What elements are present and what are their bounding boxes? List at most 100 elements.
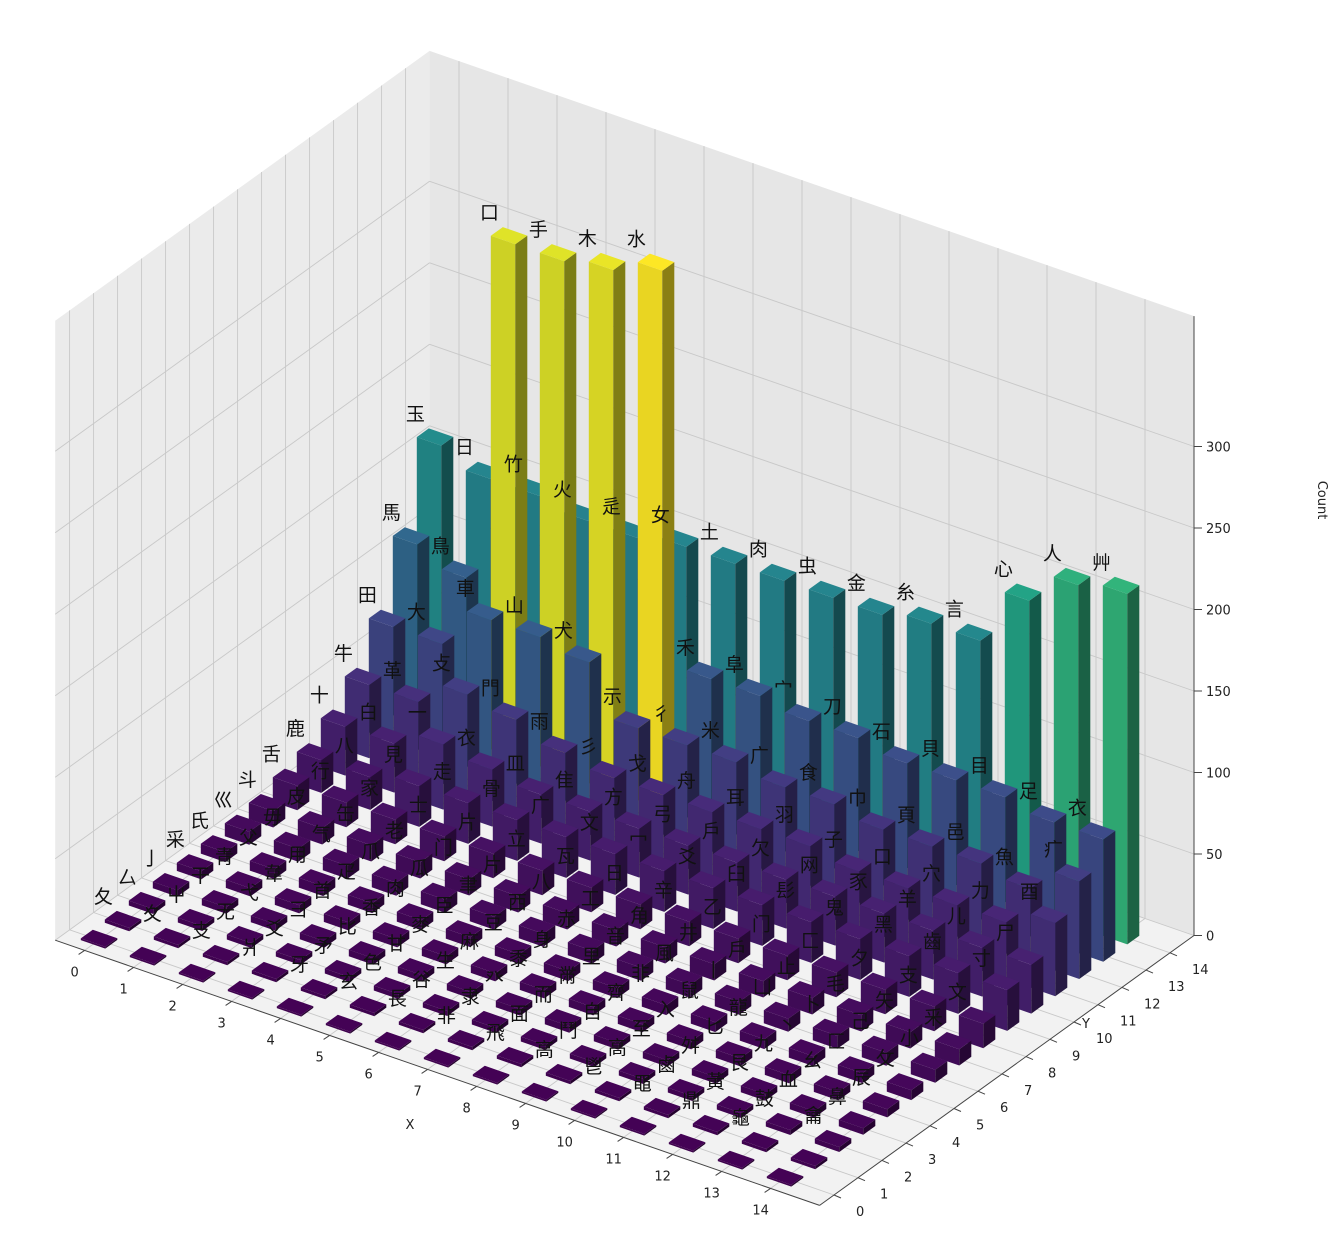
- bar-label: 疋: [337, 861, 356, 883]
- bar-label: 一: [408, 702, 427, 724]
- bar-top-face: [442, 677, 480, 695]
- bar: [226, 925, 264, 948]
- bar: [717, 1150, 755, 1170]
- bar-top-face: [495, 992, 533, 1010]
- bar-top-face: [759, 563, 797, 581]
- bar-top-face: [688, 871, 726, 889]
- bar-top-face: [637, 253, 675, 271]
- bar-front-face: [616, 959, 642, 981]
- bar: [298, 869, 336, 897]
- y-axis-label: Y: [1081, 1017, 1090, 1032]
- bar-top-face: [908, 913, 946, 931]
- bar-top-face: [153, 927, 191, 945]
- bar-label: 弋: [240, 882, 259, 904]
- bar-side-face: [689, 913, 702, 947]
- bar-front-face: [569, 1053, 595, 1067]
- bar-label: 赤: [557, 909, 576, 931]
- bar-side-face: [765, 1085, 778, 1101]
- bar-label: 鼻: [828, 1086, 847, 1108]
- bar-top-face: [814, 1129, 852, 1148]
- bar-label: 舛: [681, 1035, 700, 1057]
- bar-front-face: [152, 881, 178, 897]
- bar-label: 心: [994, 559, 1013, 581]
- bar-label: 身: [533, 929, 552, 951]
- bar-label: 无: [216, 901, 235, 923]
- bar: [668, 1133, 706, 1153]
- bar-side-face: [1055, 914, 1068, 997]
- bar-side-face: [301, 1006, 314, 1017]
- bar-top-face: [516, 777, 554, 795]
- bar: [692, 1114, 730, 1136]
- bar-top-face: [297, 811, 335, 829]
- bar: [346, 828, 384, 862]
- bar-side-face: [276, 970, 289, 983]
- bar-label: 黽: [633, 1073, 652, 1095]
- bar-front-face: [347, 894, 373, 914]
- bar-side-face: [251, 934, 264, 948]
- bar: [472, 1065, 510, 1085]
- bar-label: 辛: [654, 880, 673, 902]
- bar: [521, 1082, 559, 1102]
- bar: [299, 924, 337, 948]
- bar-front-face: [542, 904, 568, 930]
- bar-top-face: [515, 620, 553, 638]
- bar-top-face: [443, 786, 481, 804]
- y-tick-mark: [1001, 1073, 1010, 1078]
- bar: [544, 1009, 582, 1033]
- bar-front-face: [716, 1104, 742, 1118]
- bar-side-face: [470, 928, 483, 948]
- bar-side-face: [861, 1006, 874, 1032]
- z-tick-label: 150: [1206, 685, 1231, 700]
- bar-top-face: [470, 956, 508, 974]
- bar-top-face: [540, 735, 578, 753]
- bar-front-face: [300, 987, 326, 1000]
- bar-top-face: [764, 1058, 802, 1076]
- bar-label: 匚: [801, 931, 820, 953]
- bar-side-face: [1103, 830, 1116, 962]
- bar-label: 冖: [629, 829, 648, 851]
- bar-top-face: [419, 819, 457, 837]
- bar-label: 金: [847, 573, 866, 595]
- bar-side-face: [613, 261, 626, 792]
- bar: [689, 947, 727, 981]
- bar: [716, 1095, 754, 1118]
- bar: [420, 882, 458, 913]
- bar-top-face: [472, 1065, 510, 1083]
- bar: [741, 1131, 779, 1153]
- bar-side-face: [396, 874, 409, 896]
- bar: [495, 992, 533, 1016]
- bar-top-face: [545, 1063, 583, 1081]
- bar-label: 戈: [628, 753, 647, 775]
- bar-top-face: [859, 896, 897, 914]
- bar-front-face: [692, 1123, 718, 1136]
- bar-side-face: [348, 913, 361, 931]
- bar-label: 田: [358, 585, 377, 607]
- bar-top-face: [591, 913, 629, 931]
- bar-top-face: [250, 907, 288, 925]
- bar-top-face: [690, 1005, 728, 1023]
- bar-front-face: [814, 1138, 840, 1152]
- bar-front-face: [545, 1072, 571, 1085]
- bar-top-face: [1005, 871, 1043, 889]
- bar-labels: 玉日竹火辵 女土肉虫金 糸言心人 艸馬鳥口手木水禾阜宀刀石貝目足衣田大車山犬示彳米广食…: [94, 202, 1111, 1129]
- bar-label: 彡: [579, 736, 598, 758]
- bar-top-face: [1004, 583, 1042, 601]
- bar-front-face: [519, 981, 545, 999]
- bar: [444, 862, 482, 896]
- bar: [958, 1006, 996, 1049]
- bar-top-face: [686, 661, 724, 679]
- bar-side-face: [665, 938, 678, 964]
- y-tick-label: 11: [1120, 1015, 1137, 1030]
- bar-top-face: [177, 908, 215, 927]
- bar-front-face: [763, 1010, 789, 1032]
- bar: [836, 998, 874, 1032]
- bar: [790, 1148, 828, 1170]
- bar-label: 犬: [554, 620, 573, 642]
- bar-front-face: [226, 934, 252, 948]
- bar-label: 厶: [118, 867, 137, 889]
- bar-side-face: [662, 262, 675, 809]
- bar-label: 行: [311, 761, 330, 783]
- bar-top-face: [517, 853, 555, 871]
- bar-side-face: [738, 930, 751, 964]
- bar-front-face: [471, 1019, 497, 1033]
